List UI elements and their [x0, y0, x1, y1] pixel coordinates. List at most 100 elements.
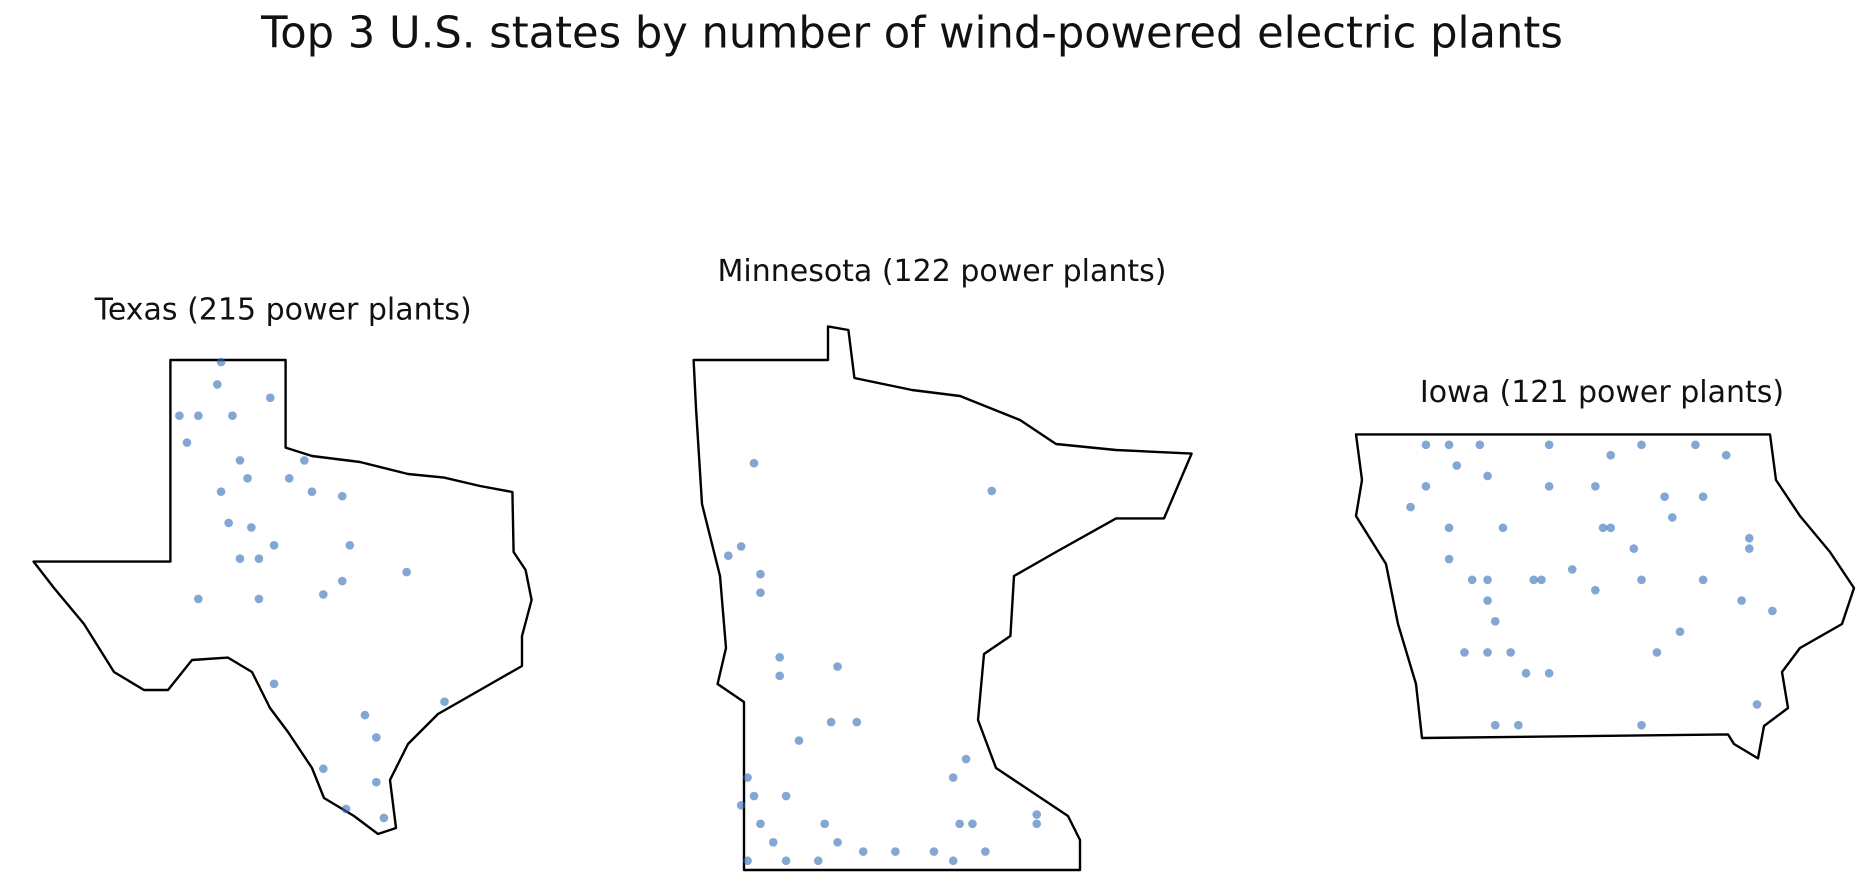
plant-point [247, 523, 256, 532]
plant-point [1444, 554, 1454, 564]
plant-point [1737, 596, 1746, 605]
plant-point [318, 764, 328, 774]
figure: Top 3 U.S. states by number of wind-powe… [32, 9, 1856, 872]
plant-point [981, 847, 990, 856]
plant-point [1544, 440, 1554, 450]
plant-point [833, 837, 842, 847]
plant-point [402, 567, 411, 577]
plant-point [194, 411, 203, 421]
plant-point [775, 653, 785, 662]
plant-point [1490, 720, 1500, 730]
plant-point [781, 856, 791, 866]
plant-point [955, 819, 964, 829]
plant-point [1598, 523, 1608, 533]
plant-point [768, 837, 778, 847]
plant-point [891, 847, 900, 856]
plant-point [987, 486, 997, 496]
plant-point [1498, 523, 1508, 533]
plant-point [1629, 544, 1639, 553]
plant-point [228, 411, 237, 421]
plant-point [858, 847, 868, 856]
plant-point [1752, 700, 1762, 709]
plant-point [1675, 627, 1685, 637]
plant-point [360, 710, 370, 720]
plant-point [216, 487, 226, 496]
plant-point [372, 777, 381, 787]
plant-point [756, 588, 765, 597]
plant-point [743, 856, 752, 866]
plant-point [736, 800, 746, 810]
plant-point [300, 456, 309, 465]
plant-point [1521, 668, 1531, 678]
plant-point [756, 569, 765, 579]
plant-point [235, 554, 245, 564]
plant-point [1475, 440, 1485, 450]
plant-point [1529, 575, 1539, 585]
plant-point [1606, 523, 1616, 533]
plant-point [1744, 544, 1754, 553]
plant-point [1591, 482, 1600, 491]
plant-point [1421, 482, 1431, 491]
plant-point [1483, 596, 1492, 605]
plant-point [269, 679, 279, 689]
map-title: Texas (215 power plants) [94, 292, 472, 327]
minnesota-outline [692, 325, 1193, 872]
plant-point [852, 717, 862, 727]
plant-point [968, 819, 977, 829]
plant-point [1544, 482, 1554, 491]
plant-point [1421, 440, 1431, 450]
plant-point [813, 856, 823, 866]
plant-point [749, 458, 759, 468]
plant-point [1483, 648, 1492, 657]
plant-point [284, 473, 294, 483]
plant-point [1637, 575, 1646, 585]
plant-point [756, 819, 765, 829]
plant-point [1514, 720, 1523, 730]
plant-point [440, 697, 449, 707]
plant-point [194, 594, 203, 604]
figure-title: Top 3 U.S. states by number of wind-powe… [260, 9, 1563, 59]
plant-point [1660, 492, 1669, 502]
iowa-outline [1354, 433, 1856, 760]
plant-point [235, 456, 245, 465]
plant-point [1406, 502, 1415, 512]
plant-point [781, 791, 791, 801]
plant-point [948, 773, 958, 782]
plant-point [182, 438, 192, 447]
plant-point [826, 717, 836, 727]
plant-point [1444, 440, 1454, 450]
plant-point [1667, 513, 1677, 522]
plant-point [1768, 606, 1777, 616]
plant-point [254, 554, 264, 564]
plant-point [1490, 617, 1500, 626]
map-title: Iowa (121 power plants) [1420, 375, 1784, 410]
plant-point [1537, 575, 1546, 585]
plant-point [224, 518, 233, 528]
plant-point [1637, 440, 1646, 450]
plant-point [1637, 720, 1646, 730]
plant-point [1032, 810, 1042, 819]
plant-point [372, 733, 381, 742]
plant-point [1506, 648, 1515, 657]
plant-point [1698, 575, 1708, 585]
plant-point [243, 473, 252, 483]
plant-point [1698, 492, 1708, 502]
plant-point [318, 590, 328, 599]
plant-point [1460, 648, 1469, 657]
plant-point [794, 736, 804, 745]
plant-point [1567, 565, 1577, 574]
plant-point [216, 357, 226, 367]
plant-point [743, 773, 752, 782]
plant-point [265, 393, 275, 403]
plant-point [820, 819, 830, 829]
plant-point [1691, 440, 1700, 450]
plant-point [341, 804, 351, 814]
plant-point [269, 540, 279, 550]
plant-point [254, 594, 264, 604]
plant-point [175, 411, 184, 421]
plant-point [1452, 461, 1462, 470]
plant-point [337, 576, 347, 586]
map-title: Minnesota (122 power plants) [717, 254, 1166, 289]
plant-point [1744, 533, 1754, 543]
